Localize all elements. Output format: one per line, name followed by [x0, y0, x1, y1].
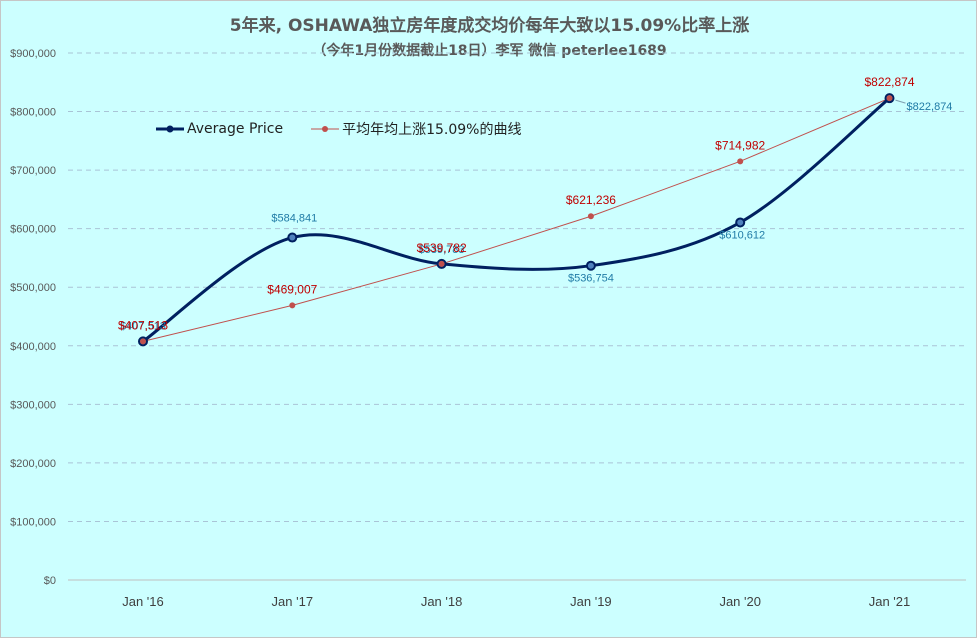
trend-point: [886, 95, 893, 102]
trend-data-label: $469,007: [267, 282, 317, 296]
y-tick-label: $300,000: [10, 399, 56, 411]
y-tick-label: $200,000: [10, 458, 56, 470]
y-tick-label: $800,000: [10, 107, 56, 119]
average-price-line: [142, 97, 891, 343]
y-tick-label: $900,000: [10, 48, 56, 60]
x-tick-label: Jan '21: [869, 594, 911, 609]
x-tick-label: Jan '16: [122, 594, 164, 609]
trend-data-label: $539,782: [417, 241, 467, 255]
y-tick-label: $700,000: [10, 165, 56, 177]
average-price-data-label: $822,874: [907, 101, 953, 113]
legend-label-average-price: Average Price: [187, 121, 284, 137]
x-tick-label: Jan '17: [272, 594, 314, 609]
chart-title: 5年来, OSHAWA独立房年度成交均价每年大致以15.09%比率上涨: [229, 16, 750, 36]
average-price-point: [287, 232, 298, 243]
trend-point: [737, 158, 744, 165]
average-price-data-label: $610,612: [719, 229, 765, 241]
trend-data-label: $621,236: [566, 193, 616, 207]
series: [138, 93, 895, 347]
legend-marker-trend-line: [311, 126, 340, 132]
trend-point: [140, 338, 146, 345]
y-tick-label: $500,000: [10, 282, 56, 294]
y-tick-label: $600,000: [10, 224, 56, 236]
trend-data-label: $714,982: [715, 138, 765, 152]
y-tick-label: $100,000: [10, 516, 56, 528]
axes: $0 $100,000 $200,000 $300,000 $400,000 $500,0…: [10, 48, 966, 609]
average-price-data-label: $584,841: [271, 213, 317, 225]
y-tick-label: $400,000: [10, 341, 56, 353]
average-price-data-label: $536,754: [568, 273, 614, 285]
trend-data-label: $822,874: [864, 75, 914, 89]
trend-line: [142, 97, 890, 342]
gridlines: [68, 52, 966, 522]
trend-point: [438, 260, 445, 267]
trend-data-label: $407,513: [118, 318, 168, 332]
data-labels: $407,513 $584,841 $539,783 $536,754 $610,612…: [118, 75, 952, 332]
legend-marker-average-price: [156, 125, 184, 133]
average-price-data-label: $539,783: [419, 244, 465, 256]
x-tick-label: Jan '18: [421, 594, 463, 609]
x-tick-label: Jan '19: [570, 594, 612, 609]
legend-label-trend-line: 平均年均上涨15.09%的曲线: [342, 122, 522, 138]
legend-entry-average-price: Average Price: [156, 121, 283, 137]
average-price-point: [585, 260, 596, 271]
trend-point: [587, 213, 594, 220]
trend-point: [289, 302, 296, 309]
average-price-point: [735, 217, 746, 228]
x-tick-label: Jan '20: [719, 594, 761, 609]
y-tick-label: $0: [44, 575, 56, 587]
average-price-data-label: $407,513: [120, 320, 166, 332]
legend: Average Price 平均年均上涨15.09%的曲线: [156, 118, 549, 140]
legend-entry-trend-line: 平均年均上涨15.09%的曲线: [311, 119, 521, 139]
chart-subtitle: （今年1月份数据截止18日）李军 微信 peterlee1689: [312, 43, 667, 59]
label-leader-line: [895, 99, 906, 104]
